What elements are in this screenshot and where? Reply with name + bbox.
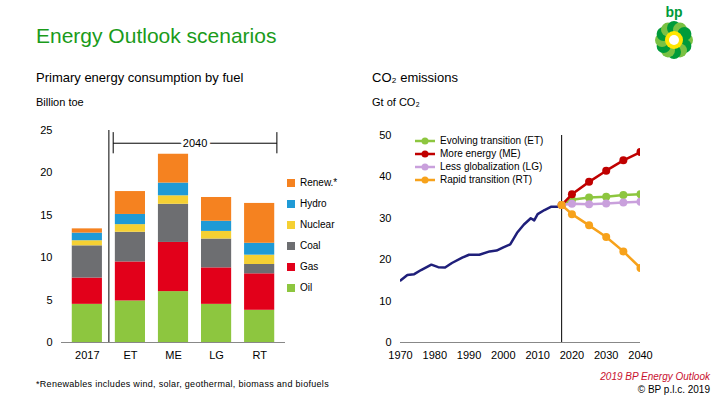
html-text:Oil: Oil — [300, 282, 313, 293]
svg-text:25: 25 — [40, 124, 52, 136]
html-text:© BP p.l.c. 2019: © BP p.l.c. 2019 — [637, 384, 710, 395]
svg-text:50: 50 — [379, 129, 391, 141]
svg-text:bp: bp — [665, 4, 682, 20]
html-text:Energy Outlook scenarios: Energy Outlook scenarios — [36, 24, 277, 47]
html-text:Coal: Coal — [300, 240, 321, 251]
html-text:Gt of CO₂: Gt of CO₂ — [372, 96, 420, 108]
svg-text:2017: 2017 — [75, 349, 99, 361]
html-text:Evolving transition (ET): Evolving transition (ET) — [440, 135, 544, 146]
svg-text:30: 30 — [379, 212, 391, 224]
html-text:Rapid transition (RT): Rapid transition (RT) — [440, 174, 533, 185]
svg-text:40: 40 — [379, 170, 391, 182]
svg-text:15: 15 — [40, 209, 52, 221]
svg-text:1990: 1990 — [457, 349, 481, 361]
svg-text:2040: 2040 — [628, 349, 652, 361]
svg-text:RT: RT — [252, 349, 267, 361]
html-text:Hydro: Hydro — [300, 198, 327, 209]
svg-text:20: 20 — [379, 253, 391, 265]
svg-text:2010: 2010 — [525, 349, 549, 361]
svg-text:ME: ME — [165, 349, 182, 361]
html-text:Gas: Gas — [300, 261, 319, 272]
html-text:2019 BP Energy Outlook: 2019 BP Energy Outlook — [600, 371, 710, 382]
svg-text:1980: 1980 — [423, 349, 447, 361]
svg-text:0: 0 — [385, 336, 391, 348]
html-text:More energy (ME): More energy (ME) — [440, 148, 521, 159]
html-text:Billion toe: Billion toe — [36, 96, 84, 108]
svg-text:2000: 2000 — [491, 349, 515, 361]
svg-text:10: 10 — [40, 251, 52, 263]
svg-text:ET: ET — [123, 349, 137, 361]
svg-text:LG: LG — [209, 349, 224, 361]
svg-text:20: 20 — [40, 166, 52, 178]
svg-text:2030: 2030 — [594, 349, 618, 361]
svg-text:1970: 1970 — [388, 349, 412, 361]
html-text:Primary energy consumption by: Primary energy consumption by fuel — [36, 70, 244, 85]
html-text:*Renewables includes wind, sol: *Renewables includes wind, solar, geothe… — [36, 379, 329, 389]
svg-text:10: 10 — [379, 295, 391, 307]
svg-text:5: 5 — [46, 294, 52, 306]
svg-text:0: 0 — [46, 336, 52, 348]
html-text:Renew.*: Renew.* — [300, 177, 338, 188]
svg-text:2020: 2020 — [560, 349, 584, 361]
svg-text:2040: 2040 — [183, 137, 207, 149]
html-text:Nuclear: Nuclear — [300, 219, 335, 230]
html-text:CO₂ emissions: CO₂ emissions — [372, 70, 458, 85]
html-text:Less globalization (LG): Less globalization (LG) — [440, 161, 543, 172]
